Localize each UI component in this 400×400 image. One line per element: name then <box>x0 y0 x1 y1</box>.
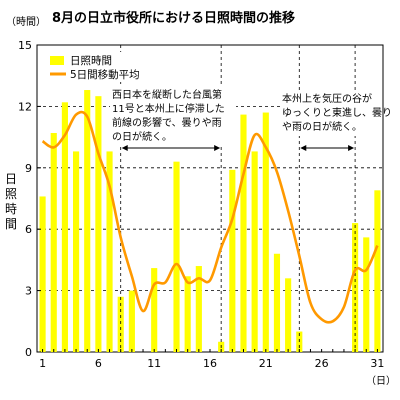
moving-average-line <box>41 110 379 324</box>
bar-day-13 <box>173 161 180 352</box>
x-tick-label: 6 <box>95 357 102 370</box>
bar-day-7 <box>106 151 113 352</box>
annotation-text-line: 前線の影響で、曇りや雨 <box>112 116 222 129</box>
y-tick-label: 0 <box>25 346 32 359</box>
y-unit-label: （時間） <box>6 16 46 28</box>
bar-day-31 <box>374 190 381 352</box>
annotation-text-line: の日が続く。 <box>112 130 172 143</box>
legend-label-bars: 日照時間 <box>70 55 112 67</box>
x-tick-label: 26 <box>315 357 329 370</box>
x-unit-label: （日） <box>366 375 396 387</box>
bar-day-15 <box>195 266 202 352</box>
annotations: 西日本を縦断した台風第11号と本州上に停滞した前線の影響で、曇りや雨の日が続く。… <box>110 86 392 151</box>
bar-day-18 <box>229 169 236 352</box>
annotation-arrowhead-left <box>121 145 128 151</box>
x-tick-label: 11 <box>147 357 161 370</box>
legend-swatch-bars <box>50 56 64 65</box>
annotation-box <box>280 90 382 136</box>
y-axis-title: 日 照 時 間 <box>5 172 17 231</box>
annotation-text-line: 本州上を気圧の谷が <box>282 92 372 105</box>
x-tick-label: 1 <box>39 357 46 370</box>
annotation-text-line: ゆっくりと東進し、曇り <box>282 106 392 119</box>
bar-day-30 <box>363 237 370 352</box>
y-tick-label: 12 <box>18 100 32 113</box>
x-tick-label: 31 <box>370 357 384 370</box>
annotation-text-line: や雨の日が続く。 <box>282 120 362 133</box>
y-axis-title-char: 照 <box>5 187 17 201</box>
bar-day-4 <box>72 151 80 352</box>
annotation-text-line: 11号と本州上に停滞した <box>112 102 225 115</box>
annotation-text-line: 西日本を縦断した台風第 <box>112 88 222 101</box>
y-tick-label: 6 <box>25 223 32 236</box>
bar-day-20 <box>251 151 258 352</box>
bar-day-19 <box>240 114 247 352</box>
bar-day-5 <box>84 90 91 352</box>
bar-day-9 <box>128 290 135 352</box>
moving-average-layer <box>41 110 379 324</box>
y-axis-title-char: 日 <box>5 172 17 186</box>
chart-title: 8月の日立市役所における日照時間の推移 <box>52 10 295 26</box>
annotation-box <box>110 86 236 144</box>
y-axis-title-char: 間 <box>5 217 17 231</box>
x-tick-label: 21 <box>259 357 273 370</box>
annotation-arrowhead-right <box>214 145 221 151</box>
bar-day-2 <box>50 133 57 352</box>
bar-day-11 <box>151 268 158 352</box>
bar-day-6 <box>95 96 102 353</box>
annotation-arrowhead-right <box>348 145 355 151</box>
legend-label-line: 5日間移動平均 <box>70 68 140 81</box>
annotation-arrowhead-left <box>300 145 307 151</box>
bar-day-1 <box>39 196 46 352</box>
y-axis-title-char: 時 <box>5 202 17 216</box>
y-tick-label: 15 <box>18 39 32 52</box>
y-tick-label: 9 <box>25 162 32 175</box>
bar-day-14 <box>184 276 191 352</box>
bar-day-23 <box>285 278 292 352</box>
bar-day-21 <box>262 112 269 352</box>
bar-day-3 <box>61 102 68 352</box>
y-tick-label: 3 <box>25 285 32 298</box>
x-tick-label: 16 <box>203 357 217 370</box>
bar-day-8 <box>117 296 124 352</box>
bar-day-22 <box>273 253 281 352</box>
